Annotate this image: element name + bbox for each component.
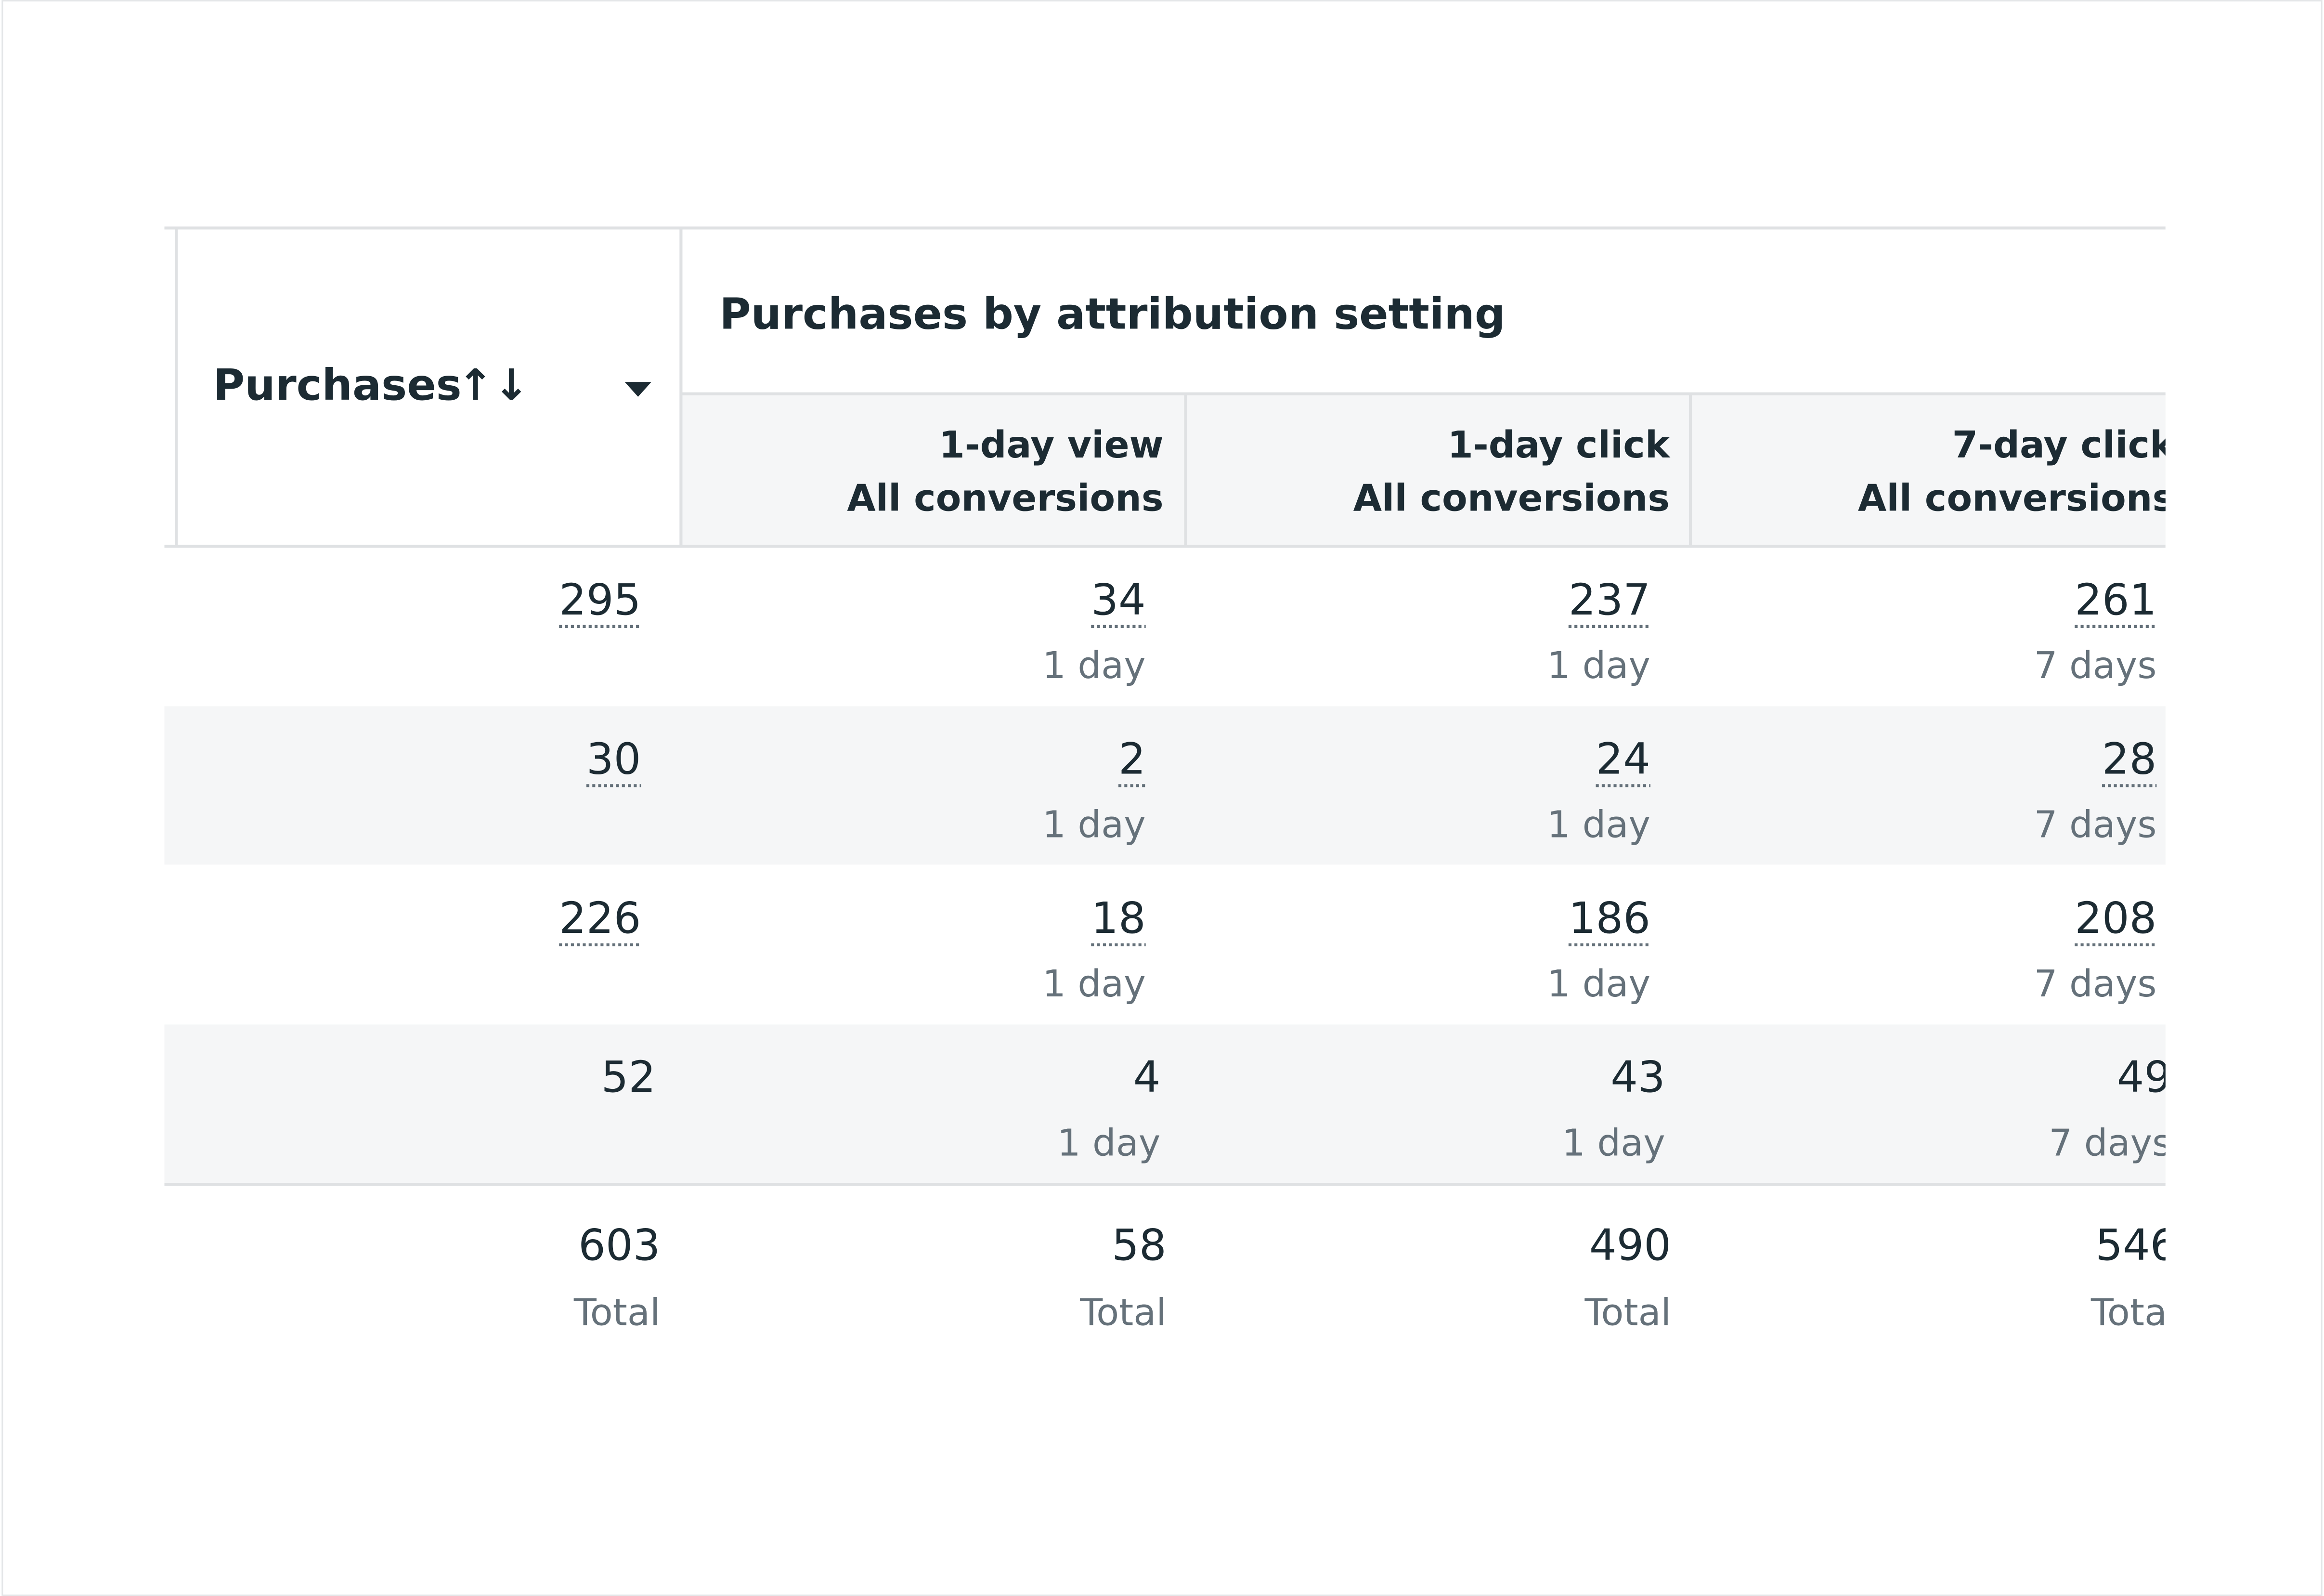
cell-value[interactable]: 261 [2075, 575, 2156, 625]
cell-value[interactable]: 24 [1596, 734, 1650, 784]
cell-value: 4 [1133, 1052, 1161, 1102]
column-subheader: All conversions [1353, 477, 1670, 520]
total-value: 603 [578, 1220, 660, 1270]
total-label: Total [1584, 1291, 1671, 1334]
group-title: Purchases by attribution setting [719, 289, 1505, 339]
cell-value[interactable]: 186 [1569, 893, 1650, 943]
row-bg [164, 1024, 2166, 1185]
cell-value[interactable]: 237 [1569, 575, 1650, 625]
sort-icon[interactable]: ↑↓ [457, 360, 529, 410]
cell-value: 49 [2117, 1052, 2171, 1102]
cell-value: 43 [1610, 1052, 1665, 1102]
cell-value[interactable]: 295 [559, 575, 641, 625]
column-subheader: All conversions [847, 477, 1163, 520]
attribution-window: 1 day [1547, 963, 1650, 1006]
cell-value[interactable]: 18 [1091, 893, 1145, 943]
subheader-bg [681, 393, 2166, 545]
cell-value[interactable]: 28 [2102, 734, 2156, 784]
attribution-window: 1 day [1042, 963, 1146, 1006]
dropdown-arrow[interactable] [624, 382, 651, 397]
column-subheader: All conversions [1858, 477, 2174, 520]
row-bg [164, 706, 2166, 865]
attribution-window: 7 days [2049, 1122, 2171, 1164]
attribution-window: 7 days [2034, 963, 2157, 1006]
total-label: Total [2090, 1291, 2177, 1334]
cell-value[interactable]: 208 [2075, 893, 2156, 943]
total-label: Total [573, 1291, 660, 1334]
total-value: 490 [1589, 1220, 1671, 1270]
attribution-window: 7 days [2034, 644, 2157, 687]
cell-value[interactable]: 2 [1118, 734, 1146, 784]
attribution-window: 1 day [1547, 644, 1650, 687]
total-value: 546 [2095, 1220, 2177, 1270]
column-subheader: 7-day click [1952, 424, 2175, 467]
attribution-window: 1 day [1042, 803, 1146, 846]
cell-value[interactable]: 30 [586, 734, 641, 784]
column-subheader: 1-day view [939, 424, 1163, 467]
table: Purchases ↑↓ Purchases by attribution se… [164, 226, 2177, 1334]
attribution-window: 1 day [1562, 1122, 1665, 1164]
cell-value[interactable]: 34 [1091, 575, 1145, 625]
column-subheader: 1-day click [1447, 424, 1670, 467]
attribution-window: 1 day [1042, 644, 1146, 687]
total-value: 58 [1112, 1220, 1166, 1270]
attribution-window: 1 day [1547, 803, 1650, 846]
cell-value[interactable]: 226 [559, 893, 641, 943]
cell-value: 52 [601, 1052, 656, 1102]
attribution-window: 1 day [1057, 1122, 1161, 1164]
total-label: Total [1079, 1291, 1166, 1334]
column-header[interactable]: Purchases [213, 360, 462, 410]
attribution-window: 7 days [2034, 803, 2157, 846]
